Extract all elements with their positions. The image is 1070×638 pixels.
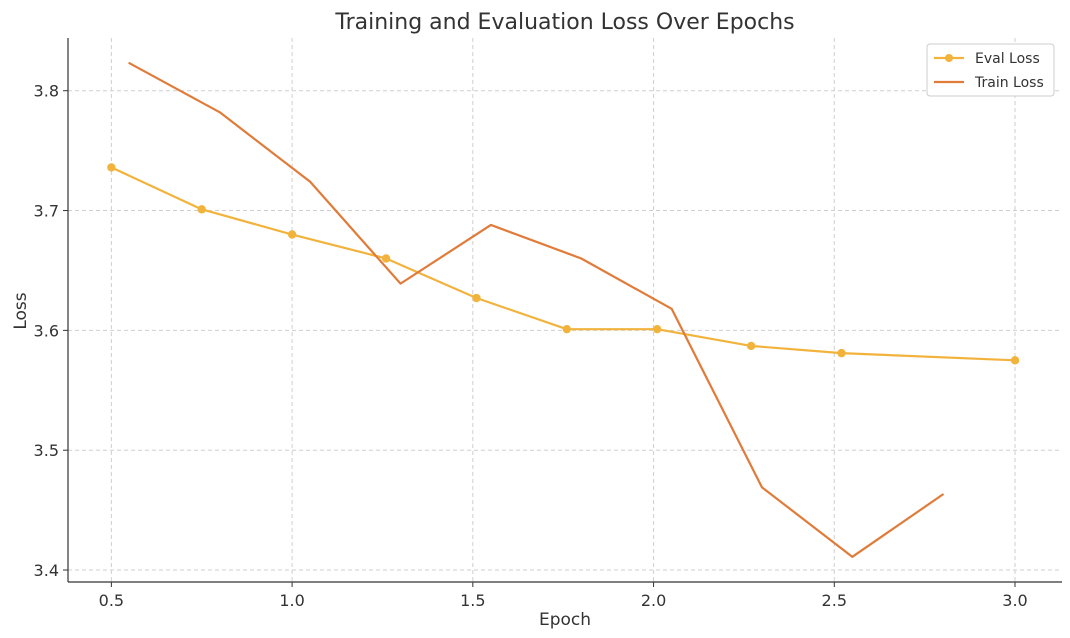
x-tick-label: 3.0 <box>1002 591 1027 610</box>
data-point-eval-loss <box>381 254 391 263</box>
x-tick-label: 2.0 <box>641 591 666 610</box>
x-tick-label: 0.5 <box>99 591 124 610</box>
data-point-eval-loss <box>837 348 846 358</box>
series-line-train-loss <box>128 62 944 558</box>
y-tick-label: 3.8 <box>34 82 59 101</box>
legend-label-train-loss: Train Loss <box>974 75 1044 91</box>
series-line-eval-loss <box>110 166 1017 362</box>
y-tick-label: 3.6 <box>34 321 59 340</box>
chart-title: Training and Evaluation Loss Over Epochs <box>334 10 794 35</box>
legend-entry-train-loss: Train Loss <box>934 75 1044 91</box>
legend-marker-eval-loss <box>945 54 953 62</box>
data-point-eval-loss <box>287 230 297 239</box>
x-axis-label: Epoch <box>539 610 591 630</box>
legend: Eval Loss Train Loss <box>926 43 1055 97</box>
data-point-eval-loss <box>1010 356 1020 365</box>
axes <box>63 38 1062 587</box>
y-axis-label: Loss <box>11 292 31 329</box>
data-point-eval-loss <box>107 163 116 172</box>
y-tick-label: 3.7 <box>34 202 59 221</box>
y-tick-label: 3.5 <box>34 441 59 460</box>
y-tick-label: 3.4 <box>34 561 59 580</box>
x-tick-label: 1.0 <box>279 591 304 610</box>
legend-label-eval-loss: Eval Loss <box>975 51 1040 67</box>
x-tick-label: 2.5 <box>822 591 847 610</box>
data-point-eval-loss <box>197 205 206 214</box>
data-point-eval-loss <box>746 341 756 351</box>
data-point-eval-loss <box>562 324 572 334</box>
series-layer <box>107 62 1020 558</box>
data-point-eval-loss <box>472 293 481 303</box>
x-tick-label: 1.5 <box>460 591 485 610</box>
tick-labels: 0.5 1.0 1.5 2.0 2.5 3.0 3.4 3.5 3.6 3.7 3.8 <box>34 82 1028 610</box>
data-point-eval-loss <box>652 324 662 334</box>
legend-entry-eval-loss: Eval Loss <box>934 51 1040 67</box>
